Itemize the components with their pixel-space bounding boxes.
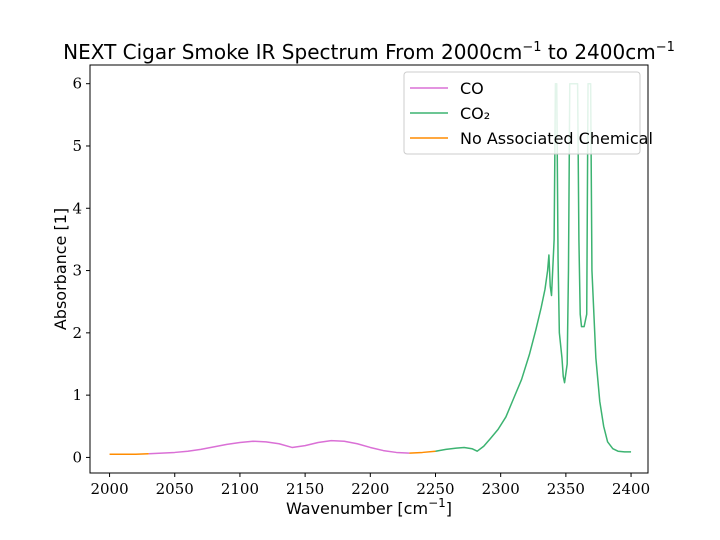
series-line-2-segment-1 <box>409 450 436 454</box>
legend-label-0: CO <box>460 79 484 98</box>
legend-label-2: No Associated Chemical <box>460 129 653 148</box>
y-axis: 0 1 2 3 4 5 6 <box>72 75 90 466</box>
x-tick-label-3: 2150 <box>286 480 324 498</box>
y-tick-label-2: 2 <box>72 324 82 342</box>
y-tick-label-4: 4 <box>72 199 82 217</box>
series-line-0-segment-0 <box>148 439 410 455</box>
x-tick-label-8: 2400 <box>612 480 650 498</box>
x-tick-label-5: 2250 <box>416 480 454 498</box>
x-tick-label-7: 2350 <box>547 480 585 498</box>
y-tick-label-0: 0 <box>72 448 82 466</box>
y-tick-label-1: 1 <box>72 386 82 404</box>
x-tick-label-0: 2000 <box>90 480 128 498</box>
y-tick-label-5: 5 <box>72 137 82 155</box>
x-tick-label-6: 2300 <box>482 480 520 498</box>
plot-area <box>109 82 632 456</box>
plot-frame <box>89 64 649 474</box>
series-line-2-segment-0 <box>109 452 149 456</box>
x-tick-label-2: 2100 <box>221 480 259 498</box>
y-tick-label-6: 6 <box>72 75 82 93</box>
legend: CO CO₂ No Associated Chemical <box>403 71 653 155</box>
y-axis-label: Absorbance [1] <box>51 208 70 330</box>
chart-title: NEXT Cigar Smoke IR Spectrum From 2000cm… <box>63 40 675 64</box>
x-axis: 2000 2050 2100 2150 2200 2250 2300 2350 2400 <box>90 473 650 498</box>
legend-label-1: CO₂ <box>460 104 490 123</box>
x-tick-label-4: 2200 <box>351 480 389 498</box>
x-axis-label: Wavenumber [cm−1] <box>286 496 452 518</box>
series-line-1-segment-0 <box>435 82 632 453</box>
x-tick-label-1: 2050 <box>156 480 194 498</box>
y-tick-label-3: 3 <box>72 262 82 280</box>
legend-box <box>403 71 641 155</box>
